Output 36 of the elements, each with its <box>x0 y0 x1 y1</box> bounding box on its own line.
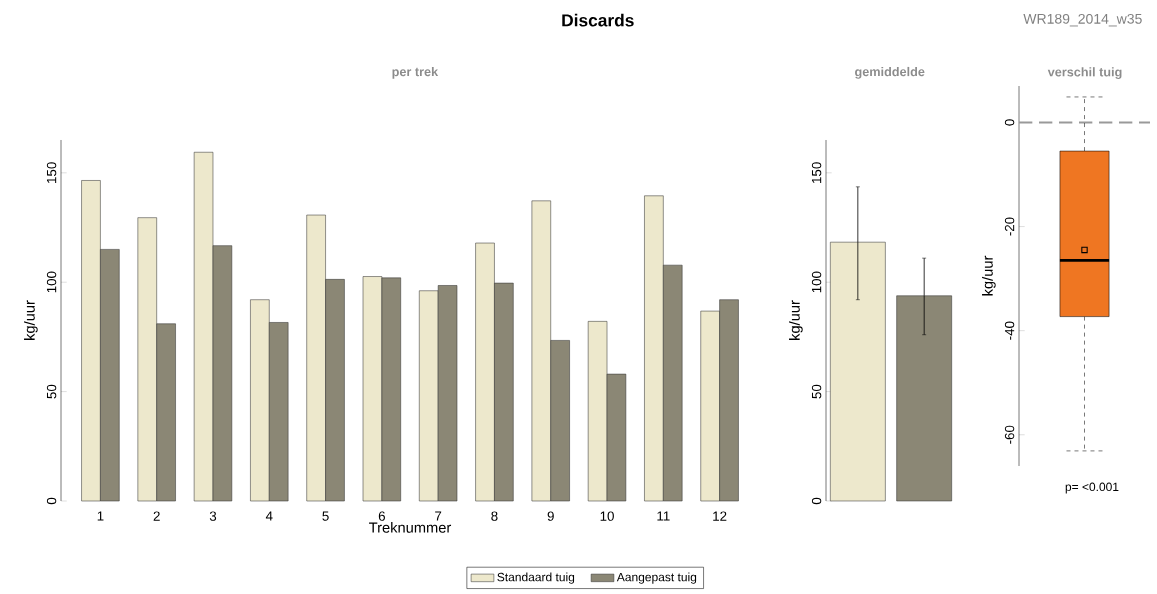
y-tick-label: 50 <box>811 384 822 399</box>
x-tick-label: 11 <box>657 511 670 521</box>
legend-label: Standaard tuig <box>497 572 575 584</box>
x-tick-label: 2 <box>153 511 160 521</box>
x-tick-label: 1 <box>97 511 104 521</box>
legend-label: Aangepast tuig <box>616 572 697 584</box>
y-tick-label: 100 <box>811 271 822 293</box>
y-tick-label: 100 <box>46 271 57 293</box>
y-tick-label: 0 <box>1004 119 1015 126</box>
x-tick-label: 12 <box>713 511 727 521</box>
y-tick-label: -40 <box>1004 321 1015 340</box>
x-tick-label: 8 <box>491 511 498 521</box>
chart-title: verschil tuig <box>1047 67 1122 80</box>
chart-title: gemiddelde <box>855 66 925 79</box>
y-axis-title: kg/uur <box>982 255 996 296</box>
chart-subtitle: per trek <box>392 66 439 79</box>
x-tick-label: 5 <box>322 511 329 521</box>
y-tick-label: 150 <box>46 162 57 183</box>
y-axis-title: kg/uur <box>24 300 38 340</box>
y-tick-label: 0 <box>46 497 57 505</box>
x-tick-label: 3 <box>209 511 217 521</box>
text: WR189_2014_w35 <box>1023 13 1142 27</box>
x-tick-label: 10 <box>600 511 614 521</box>
x-axis-title: Treknummer <box>369 522 452 533</box>
x-tick-label: 4 <box>265 511 273 521</box>
y-tick-label: 150 <box>811 162 822 183</box>
text: p= <0.001 <box>1065 482 1119 494</box>
x-tick-label: 6 <box>378 511 385 521</box>
chart-title: Discards <box>562 13 634 27</box>
x-tick-label: 7 <box>435 511 442 521</box>
x-tick-label: 9 <box>547 511 554 521</box>
y-tick-label: 50 <box>46 384 57 399</box>
y-tick-label: -20 <box>1004 217 1015 236</box>
y-tick-label: 0 <box>811 497 822 505</box>
y-axis-title: kg/uur <box>789 300 803 340</box>
y-tick-label: -60 <box>1004 425 1015 444</box>
